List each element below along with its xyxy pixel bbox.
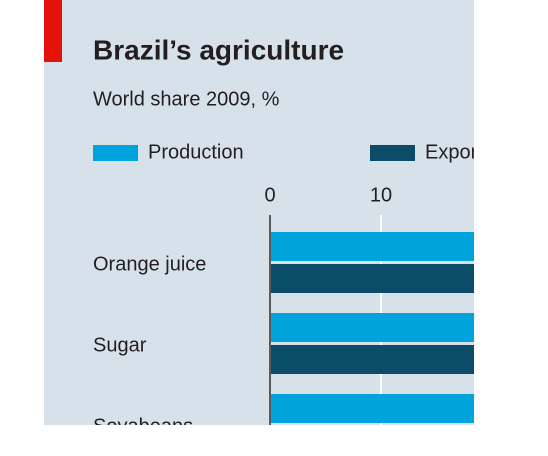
legend-swatch xyxy=(93,145,138,161)
legend-label: Production xyxy=(148,141,244,163)
x-tick-label: 10 xyxy=(370,184,392,206)
chart-title: Brazil’s agriculture xyxy=(93,34,344,65)
bar xyxy=(270,232,474,261)
y-tick-label: Sugar xyxy=(93,334,147,356)
y-tick-label: Orange juice xyxy=(93,253,206,275)
x-tick-label: 0 xyxy=(264,184,275,206)
x-tick-label: 20 xyxy=(481,184,503,206)
y-tick-label: Soyabeans xyxy=(93,415,193,437)
legend-label: Exports xyxy=(425,141,493,163)
chart-subtitle: World share 2009, % xyxy=(93,88,280,110)
bar xyxy=(270,264,474,293)
red-tab xyxy=(44,0,62,62)
bar xyxy=(270,345,474,374)
bar xyxy=(270,313,474,342)
legend-swatch xyxy=(370,145,415,161)
bar xyxy=(270,394,474,423)
chart-panel: Brazil’s agriculture World share 2009, %… xyxy=(44,0,548,455)
bar xyxy=(270,426,548,455)
